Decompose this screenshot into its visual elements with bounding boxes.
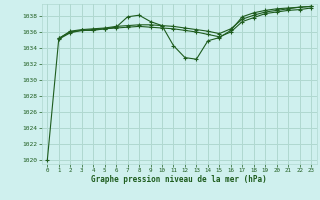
X-axis label: Graphe pression niveau de la mer (hPa): Graphe pression niveau de la mer (hPa) xyxy=(91,175,267,184)
